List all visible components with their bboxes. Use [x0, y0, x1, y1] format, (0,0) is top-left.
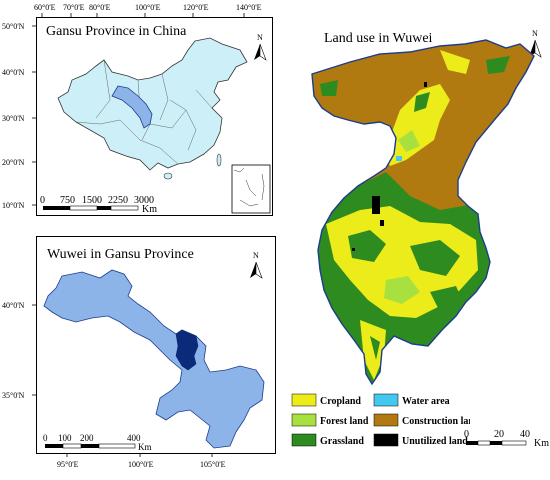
gansu-map-svg: Wuwei in Gansu Province 40°0'N 35°0'N 95… — [2, 247, 265, 469]
gansu-lat-40: 40°0'N — [2, 301, 25, 310]
gansu-lat-35: 35°0'N — [2, 391, 25, 400]
legend-label-forest-land: Forest land — [320, 416, 369, 427]
gansu-scale-400: 400 — [127, 433, 141, 443]
scale-bar-wuwei — [466, 440, 527, 446]
scale-bar-gansu — [45, 443, 136, 449]
gansu-highlight-china — [111, 85, 153, 129]
gansu-scale-200: 200 — [80, 433, 94, 443]
lon-tick-70: 70°0'E — [63, 3, 85, 12]
wuwei-boundary — [311, 39, 535, 386]
gansu-scale-0: 0 — [43, 433, 48, 443]
wuwei-scale-unit: Km — [534, 438, 549, 449]
lat-tick-10: 10°0'N — [2, 201, 25, 210]
legend-label-grassland: Grassland — [320, 436, 364, 447]
wuwei-landuse-map — [312, 40, 534, 384]
china-panel-title: Gansu Province in China — [46, 24, 187, 39]
legend-label-water-area: Water area — [402, 396, 450, 407]
wuwei-scale-20: 20 — [494, 429, 504, 440]
lon-tick-100: 100°0'E — [135, 3, 161, 12]
legend-item-forest-land: Forest land — [291, 413, 369, 427]
landuse-legend: Cropland Water area Forest land Construc… — [291, 393, 470, 447]
gansu-province-shape — [43, 269, 265, 449]
scale-label-750: 750 — [60, 195, 75, 206]
scale-label-1500: 1500 — [82, 195, 102, 206]
wuwei-landuse-svg: Land use in Wuwei N — [311, 29, 549, 449]
wuwei-scale-0: 0 — [464, 429, 469, 440]
north-label-wuwei: N — [532, 29, 538, 38]
north-label-china: N — [257, 33, 263, 42]
lon-tick-140: 140°0'E — [236, 3, 262, 12]
legend-label-unutilized-land: Unutilized land — [402, 436, 468, 447]
scale-bar-china — [43, 205, 139, 211]
north-arrow-icon — [254, 43, 267, 61]
legend-label-construction-land: Construction land — [402, 416, 470, 427]
gansu-scale-100: 100 — [58, 433, 72, 443]
lat-tick-50: 50°0'N — [2, 22, 25, 31]
legend-item-construction-land: Construction land — [373, 413, 470, 427]
wuwei-highlight-gansu — [175, 329, 199, 371]
scale-label-0: 0 — [40, 195, 45, 206]
legend-label-cropland: Cropland — [320, 396, 361, 407]
gansu-lon-105: 105°0'E — [200, 460, 226, 469]
north-arrow-icon — [250, 261, 263, 279]
gansu-lon-100: 100°0'E — [128, 460, 154, 469]
scale-label-2250: 2250 — [108, 195, 128, 206]
gansu-panel-title: Wuwei in Gansu Province — [47, 247, 194, 262]
lon-tick-60: 60°0'E — [34, 3, 56, 12]
legend-item-water-area: Water area — [373, 393, 450, 407]
wuwei-panel-title: Land use in Wuwei — [324, 31, 433, 46]
legend-item-cropland: Cropland — [291, 393, 361, 407]
china-map-svg: 60°0'E 70°0'E 80°0'E 100°0'E 120°0'E 140… — [2, 3, 271, 215]
scale-unit-china: Km — [142, 204, 157, 215]
legend-item-unutilized-land: Unutilized land — [373, 433, 468, 447]
lon-tick-120: 120°0'E — [183, 3, 209, 12]
lat-tick-40: 40°0'N — [2, 68, 25, 77]
china-outline — [57, 37, 248, 171]
gansu-scale-unit: Km — [138, 442, 152, 452]
legend-item-grassland: Grassland — [291, 433, 364, 447]
lat-tick-30: 30°0'N — [2, 114, 25, 123]
north-label-gansu: N — [253, 251, 259, 260]
wuwei-scale-40: 40 — [520, 429, 530, 440]
lon-tick-80: 80°0'E — [89, 3, 111, 12]
gansu-lon-95: 95°0'E — [57, 460, 79, 469]
lat-tick-20: 20°0'N — [2, 158, 25, 167]
scale-label-3000: 3000 — [134, 195, 154, 206]
